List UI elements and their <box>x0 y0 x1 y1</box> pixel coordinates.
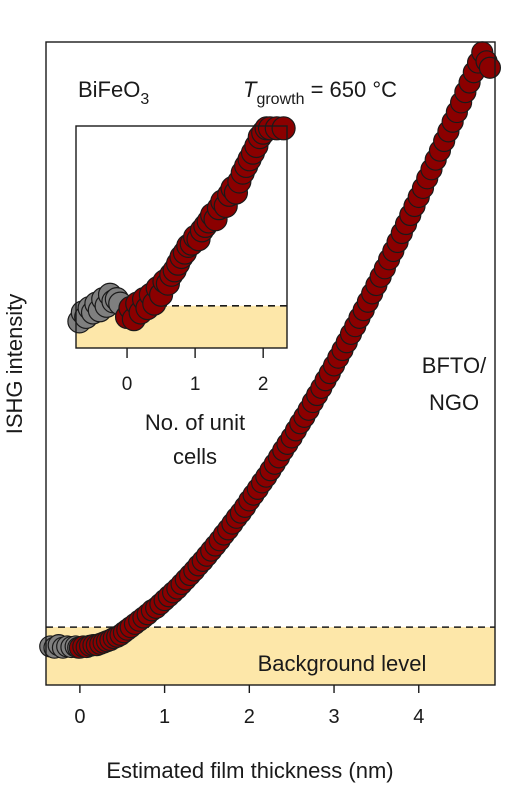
main-data-points <box>39 41 502 659</box>
inset-x-ticks: 0 1 2 <box>122 348 269 395</box>
growth-symbol: T <box>243 77 258 102</box>
film-data-point <box>271 116 296 141</box>
material-name: BiFeO <box>78 77 140 102</box>
y-axis-label: ISHG intensity <box>2 294 27 435</box>
growth-subscript: growth <box>256 91 304 108</box>
growth-value: = 650 °C <box>304 77 397 102</box>
x-tick-label: 1 <box>159 706 170 728</box>
x-axis-label: Estimated film thickness (nm) <box>106 758 393 783</box>
inset-frame <box>75 125 288 349</box>
main-plot-frame <box>45 41 496 686</box>
inset-data-points <box>67 116 296 334</box>
x-tick-label: 4 <box>413 706 424 728</box>
main-x-ticks: 0 1 2 3 4 <box>74 685 424 728</box>
film-data-point <box>478 56 502 79</box>
x-tick-label: 1 <box>190 374 201 395</box>
x-tick-label: 2 <box>258 374 269 395</box>
inset-x-label-line1: No. of unit <box>145 410 245 435</box>
substrate-label-line2: NGO <box>429 390 479 415</box>
inset-x-label-line2: cells <box>173 444 217 469</box>
inset-plot: 0 1 2 No. of unit cells <box>67 116 296 469</box>
x-tick-label: 0 <box>74 706 85 728</box>
growth-temperature-label: Tgrowth = 650 °C <box>243 77 397 108</box>
x-tick-label: 0 <box>122 374 133 395</box>
background-level-label: Background level <box>258 651 427 676</box>
substrate-label-line1: BFTO/ <box>422 353 487 378</box>
main-plot: 0 1 2 3 4 Estimated film thickness (nm) ISHG… <box>2 41 502 783</box>
x-tick-label: 2 <box>244 706 255 728</box>
x-tick-label: 3 <box>328 706 339 728</box>
material-subscript: 3 <box>140 91 149 108</box>
material-label: BiFeO3 <box>78 77 149 108</box>
